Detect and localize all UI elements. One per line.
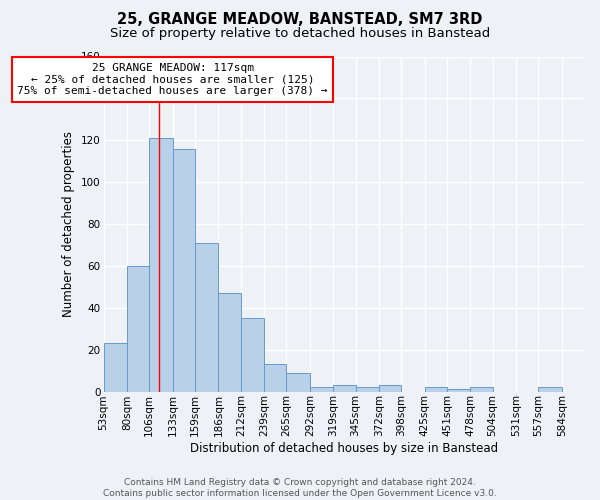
Bar <box>310 388 333 392</box>
Bar <box>447 390 470 392</box>
Bar <box>470 388 493 392</box>
Bar <box>379 386 401 392</box>
Bar <box>264 364 286 392</box>
Bar <box>104 344 127 392</box>
Bar <box>538 388 562 392</box>
X-axis label: Distribution of detached houses by size in Banstead: Distribution of detached houses by size … <box>190 442 499 455</box>
Bar <box>333 386 356 392</box>
Bar <box>195 243 218 392</box>
Bar <box>425 388 447 392</box>
Bar <box>173 148 195 392</box>
Text: Contains HM Land Registry data © Crown copyright and database right 2024.
Contai: Contains HM Land Registry data © Crown c… <box>103 478 497 498</box>
Text: 25 GRANGE MEADOW: 117sqm
← 25% of detached houses are smaller (125)
75% of semi-: 25 GRANGE MEADOW: 117sqm ← 25% of detach… <box>17 63 328 96</box>
Text: 25, GRANGE MEADOW, BANSTEAD, SM7 3RD: 25, GRANGE MEADOW, BANSTEAD, SM7 3RD <box>118 12 482 28</box>
Bar <box>218 293 241 392</box>
Bar <box>241 318 264 392</box>
Bar <box>356 388 379 392</box>
Bar <box>127 266 149 392</box>
Y-axis label: Number of detached properties: Number of detached properties <box>62 131 76 317</box>
Text: Size of property relative to detached houses in Banstead: Size of property relative to detached ho… <box>110 28 490 40</box>
Bar <box>149 138 173 392</box>
Bar <box>286 372 310 392</box>
